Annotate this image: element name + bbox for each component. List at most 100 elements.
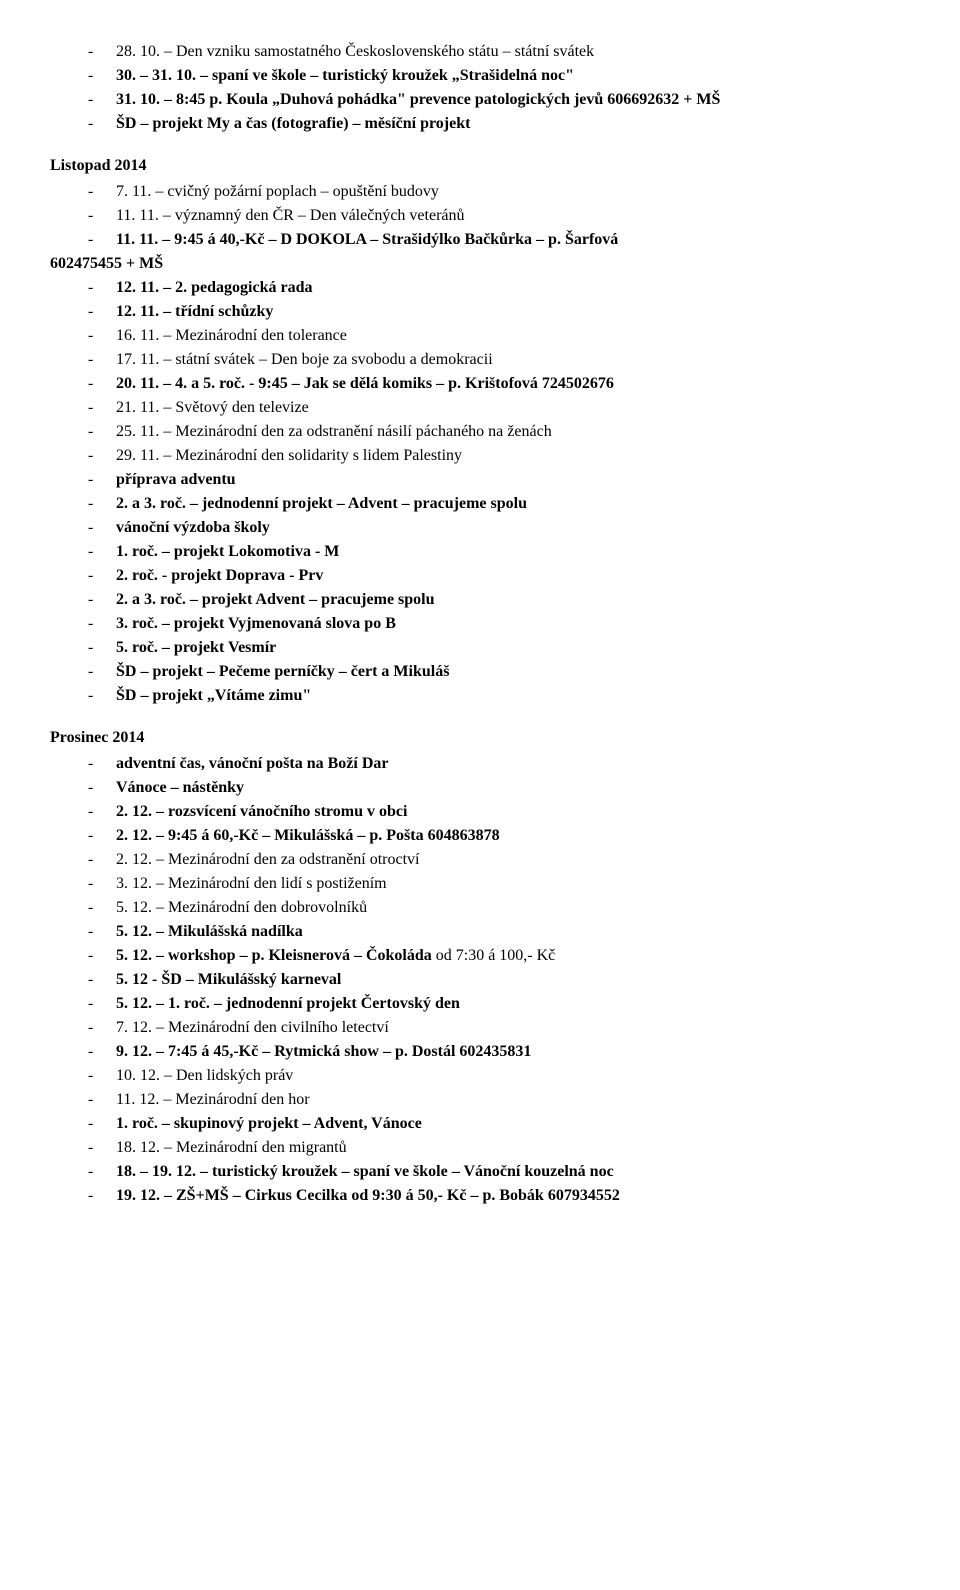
bullet-dash: - (88, 516, 116, 540)
list-item-text: ŠD – projekt My a čas (fotografie) – měs… (116, 112, 910, 136)
list-item: -29. 11. – Mezinárodní den solidarity s … (50, 444, 910, 468)
bullet-dash: - (88, 276, 116, 300)
list-item-text: adventní čas, vánoční pošta na Boží Dar (116, 752, 910, 776)
list-item: -5. 12. – workshop – p. Kleisnerová – Čo… (50, 944, 910, 968)
list-item-text: 20. 11. – 4. a 5. roč. - 9:45 – Jak se d… (116, 372, 910, 396)
list-item: -12. 11. – 2. pedagogická rada (50, 276, 910, 300)
list-item-text: 19. 12. – ZŠ+MŠ – Cirkus Cecilka od 9:30… (116, 1184, 910, 1208)
bullet-dash: - (88, 204, 116, 228)
bullet-dash: - (88, 1112, 116, 1136)
list-item: -Vánoce – nástěnky (50, 776, 910, 800)
list-item: -7. 11. – cvičný požární poplach – opušt… (50, 180, 910, 204)
list-item: -2. 12. – Mezinárodní den za odstranění … (50, 848, 910, 872)
list-item: -ŠD – projekt „Vítáme zimu" (50, 684, 910, 708)
bullet-dash: - (88, 540, 116, 564)
list-item: -12. 11. – třídní schůzky (50, 300, 910, 324)
list-item-text: 9. 12. – 7:45 á 45,-Kč – Rytmická show –… (116, 1040, 910, 1064)
list-item: -17. 11. – státní svátek – Den boje za s… (50, 348, 910, 372)
list-item: -19. 12. – ZŠ+MŠ – Cirkus Cecilka od 9:3… (50, 1184, 910, 1208)
bullet-dash: - (88, 1040, 116, 1064)
bullet-dash: - (88, 40, 116, 64)
list-item-text: 10. 12. – Den lidských práv (116, 1064, 910, 1088)
list-item-text: 30. – 31. 10. – spaní ve škole – turisti… (116, 64, 910, 88)
bullet-dash: - (88, 396, 116, 420)
bullet-dash: - (88, 180, 116, 204)
list-item: -3. 12. – Mezinárodní den lidí s postiže… (50, 872, 910, 896)
list-item-text: 18. – 19. 12. – turistický kroužek – spa… (116, 1160, 910, 1184)
list-item: -3. roč. – projekt Vyjmenovaná slova po … (50, 612, 910, 636)
bullet-dash: - (88, 872, 116, 896)
list-item: -20. 11. – 4. a 5. roč. - 9:45 – Jak se … (50, 372, 910, 396)
list-item-text: 5. 12 - ŠD – Mikulášský karneval (116, 968, 910, 992)
list-item: - 1. roč. – skupinový projekt – Advent, … (50, 1112, 910, 1136)
list-item-text: 2. 12. – Mezinárodní den za odstranění o… (116, 848, 910, 872)
list-item: -příprava adventu (50, 468, 910, 492)
list-item-text: 1. roč. – projekt Lokomotiva - M (116, 540, 910, 564)
bullet-dash: - (88, 1160, 116, 1184)
list-item: -5. 12. – Mezinárodní den dobrovolníků (50, 896, 910, 920)
list-item: -5. 12. – Mikulášská nadílka (50, 920, 910, 944)
list-item: -18. – 19. 12. – turistický kroužek – sp… (50, 1160, 910, 1184)
list-item-text: Vánoce – nástěnky (116, 776, 910, 800)
bullet-dash: - (88, 776, 116, 800)
list-item: -5. 12 - ŠD – Mikulášský karneval (50, 968, 910, 992)
list-item-text: 5. 12. – Mikulášská nadílka (116, 920, 910, 944)
list-item: -10. 12. – Den lidských práv (50, 1064, 910, 1088)
document-body: -28. 10. – Den vzniku samostatného Česko… (50, 40, 910, 1208)
list-item: -9. 12. – 7:45 á 45,-Kč – Rytmická show … (50, 1040, 910, 1064)
list-item: -11. 12. – Mezinárodní den hor (50, 1088, 910, 1112)
section-heading-listopad: Listopad 2014 (50, 154, 910, 178)
list-item-text: 11. 11. – 9:45 á 40,-Kč – D DOKOLA – Str… (116, 228, 910, 252)
bullet-dash: - (88, 684, 116, 708)
list-item-text: ŠD – projekt „Vítáme zimu" (116, 684, 910, 708)
bullet-dash: - (88, 824, 116, 848)
bullet-dash: - (88, 752, 116, 776)
list-item-text: 7. 12. – Mezinárodní den civilního letec… (116, 1016, 910, 1040)
bullet-dash: - (88, 444, 116, 468)
list-item: -16. 11. – Mezinárodní den tolerance (50, 324, 910, 348)
list-item-text: 18. 12. – Mezinárodní den migrantů (116, 1136, 910, 1160)
bullet-dash: - (88, 564, 116, 588)
list-item: -ŠD – projekt – Pečeme perníčky – čert a… (50, 660, 910, 684)
list-item-text: 12. 11. – 2. pedagogická rada (116, 276, 910, 300)
list-item: -30. – 31. 10. – spaní ve škole – turist… (50, 64, 910, 88)
bullet-dash: - (88, 300, 116, 324)
bullet-dash: - (88, 800, 116, 824)
list-item-text: 2. 12. – 9:45 á 60,-Kč – Mikulášská – p.… (116, 824, 910, 848)
list-item-text: 21. 11. – Světový den televize (116, 396, 910, 420)
bullet-dash: - (88, 944, 116, 968)
list-item-text: příprava adventu (116, 468, 910, 492)
list-item-text: vánoční výzdoba školy (116, 516, 910, 540)
list-item: -2. a 3. roč. – jednodenní projekt – Adv… (50, 492, 910, 516)
list-item: -1. roč. – projekt Lokomotiva - M (50, 540, 910, 564)
list-item-text: 7. 11. – cvičný požární poplach – opuště… (116, 180, 910, 204)
list-item: -21. 11. – Světový den televize (50, 396, 910, 420)
list-item: -2. roč. - projekt Doprava - Prv (50, 564, 910, 588)
bullet-dash: - (88, 348, 116, 372)
bullet-dash: - (88, 372, 116, 396)
list-item-text: 5. roč. – projekt Vesmír (116, 636, 910, 660)
list-item-text: 17. 11. – státní svátek – Den boje za sv… (116, 348, 910, 372)
list-item-text: 5. 12. – 1. roč. – jednodenní projekt Če… (116, 992, 910, 1016)
list-item-text: 2. a 3. roč. – jednodenní projekt – Adve… (116, 492, 910, 516)
list-item: -ŠD – projekt My a čas (fotografie) – mě… (50, 112, 910, 136)
list-item-text: 3. 12. – Mezinárodní den lidí s postižen… (116, 872, 910, 896)
list-item: -11. 11. – 9:45 á 40,-Kč – D DOKOLA – St… (50, 228, 910, 252)
bullet-dash: - (88, 1184, 116, 1208)
bullet-dash: - (88, 1088, 116, 1112)
bullet-dash: - (88, 636, 116, 660)
list-item-text: 11. 12. – Mezinárodní den hor (116, 1088, 910, 1112)
bullet-dash: - (88, 492, 116, 516)
list-item: -adventní čas, vánoční pošta na Boží Dar (50, 752, 910, 776)
list-item: -2. 12. – 9:45 á 60,-Kč – Mikulášská – p… (50, 824, 910, 848)
bullet-dash: - (88, 420, 116, 444)
section-heading-prosinec: Prosinec 2014 (50, 726, 910, 750)
bullet-dash: - (88, 992, 116, 1016)
list-item-text: 29. 11. – Mezinárodní den solidarity s l… (116, 444, 910, 468)
list-item: -2. 12. – rozsvícení vánočního stromu v … (50, 800, 910, 824)
bullet-dash: - (88, 588, 116, 612)
bullet-dash: - (88, 468, 116, 492)
bullet-dash: - (88, 968, 116, 992)
list-item: -31. 10. – 8:45 p. Koula „Duhová pohádka… (50, 88, 910, 112)
list-item-text: 5. 12. – workshop – p. Kleisnerová – Čok… (116, 944, 910, 968)
